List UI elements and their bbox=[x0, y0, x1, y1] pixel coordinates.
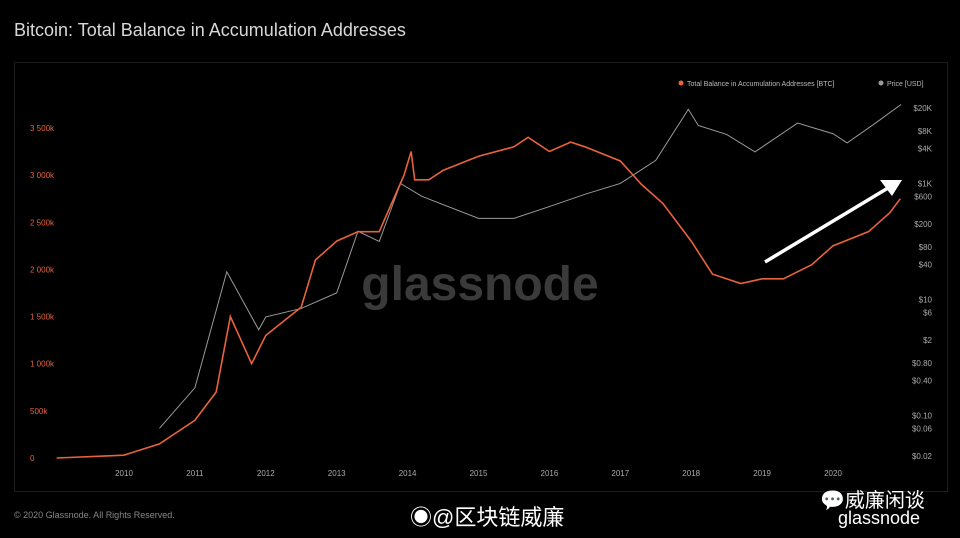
y-right-tick-label: $40 bbox=[919, 261, 933, 270]
legend-marker-price bbox=[878, 80, 884, 86]
price-line bbox=[159, 104, 902, 429]
weibo-icon: ◉ bbox=[410, 505, 433, 530]
x-tick-label: 2017 bbox=[611, 469, 629, 478]
y-right-tick-label: $0.06 bbox=[912, 424, 933, 433]
y-right-tick-label: $0.10 bbox=[912, 411, 933, 420]
x-tick-label: 2019 bbox=[753, 469, 771, 478]
brand-logo: glassnode bbox=[838, 508, 921, 528]
weibo-handle: ◉@区块链威廉 bbox=[410, 500, 564, 532]
x-tick-label: 2016 bbox=[541, 469, 559, 478]
x-tick-label: 2020 bbox=[824, 469, 842, 478]
y-right-tick-label: $4K bbox=[918, 145, 933, 154]
legend-label-price: Price [USD] bbox=[887, 81, 924, 88]
y-right-tick-label: $20K bbox=[913, 104, 932, 113]
chart-frame bbox=[14, 62, 948, 492]
y-right-tick-label: $8K bbox=[918, 127, 933, 136]
legend-label-balance: Total Balance in Accumulation Addresses … bbox=[687, 81, 835, 88]
wechat-text: 威廉闲谈 bbox=[844, 490, 925, 512]
x-tick-label: 2015 bbox=[470, 469, 488, 478]
y-right-tick-label: $0.80 bbox=[912, 359, 933, 368]
x-tick-label: 2011 bbox=[186, 469, 204, 478]
y-right-tick-label: $1K bbox=[918, 179, 933, 188]
legend-marker-balance bbox=[678, 80, 684, 86]
y-right-tick-label: $0.02 bbox=[912, 452, 933, 461]
y-left-tick-label: 3 500k bbox=[30, 124, 55, 133]
y-left-tick-label: 3 000k bbox=[30, 171, 55, 180]
wechat-handle: 💬威廉闲谈 bbox=[820, 484, 925, 513]
y-left-tick-label: 2 000k bbox=[30, 265, 55, 274]
annotation-arrow-head bbox=[880, 180, 902, 196]
weibo-text: @区块链威廉 bbox=[432, 505, 565, 530]
annotation-arrow-shaft bbox=[764, 186, 889, 264]
y-right-tick-label: $2 bbox=[923, 336, 932, 345]
y-left-tick-label: 2 500k bbox=[30, 218, 55, 227]
y-right-tick-label: $0.40 bbox=[912, 377, 933, 386]
y-left-tick-label: 500k bbox=[30, 407, 48, 416]
y-right-tick-label: $6 bbox=[923, 308, 932, 317]
chart-title: Bitcoin: Total Balance in Accumulation A… bbox=[14, 20, 406, 40]
watermark: glassnode bbox=[361, 258, 598, 311]
y-right-tick-label: $80 bbox=[919, 243, 933, 252]
x-tick-label: 2013 bbox=[328, 469, 346, 478]
x-tick-label: 2010 bbox=[115, 469, 133, 478]
x-tick-label: 2012 bbox=[257, 469, 275, 478]
copyright: © 2020 Glassnode. All Rights Reserved. bbox=[14, 510, 175, 520]
x-tick-label: 2014 bbox=[399, 469, 417, 478]
y-left-tick-label: 1 500k bbox=[30, 313, 55, 322]
y-left-tick-label: 0 bbox=[30, 454, 35, 463]
wechat-icon: 💬 bbox=[820, 490, 845, 512]
y-right-tick-label: $10 bbox=[919, 295, 933, 304]
y-left-tick-label: 1 000k bbox=[30, 360, 55, 369]
balance-line bbox=[56, 136, 901, 459]
y-right-tick-label: $600 bbox=[914, 192, 932, 201]
y-right-tick-label: $200 bbox=[914, 220, 932, 229]
x-tick-label: 2018 bbox=[682, 469, 700, 478]
